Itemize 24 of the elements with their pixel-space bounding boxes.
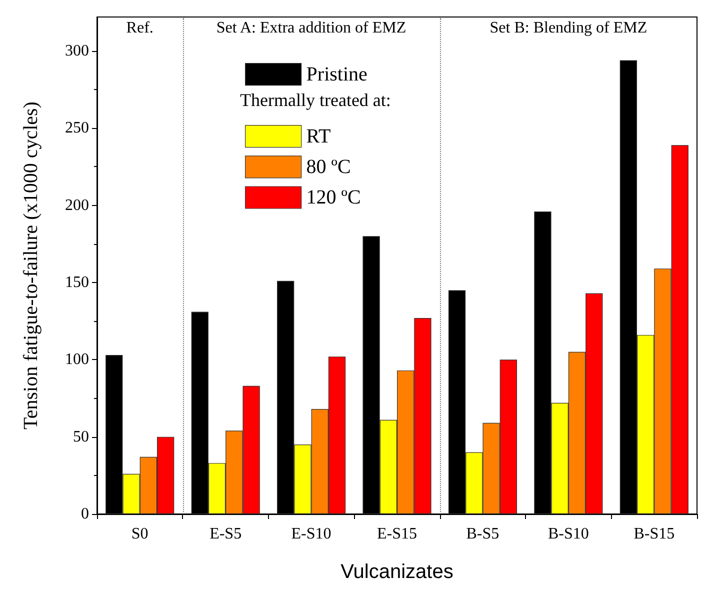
x-tick-label: E-S5 [210,526,242,542]
annotation: Set B: Blending of EMZ [490,20,648,36]
x-axis-title: Vulcanizates [340,561,454,583]
y-tick-label: 250 [65,120,89,137]
x-tick-label: B-S5 [466,526,500,542]
y-tick-label: 50 [73,428,89,446]
x-tick-label: B-S15 [634,526,675,542]
x-tick-label: B-S10 [548,526,589,542]
legend-label: 80 ºC [306,156,351,178]
legend-title: Thermally treated at: [240,90,391,110]
x-tick-label: E-S15 [377,526,417,542]
x-tick-label: S0 [131,526,148,542]
annotation: Set A: Extra addition of EMZ [216,20,406,36]
y-tick-label: 0 [81,506,89,522]
y-tick-label: 200 [65,196,89,214]
legend-label: RT [306,125,331,148]
x-tick-label: E-S10 [291,526,332,542]
y-axis-title: Tension fatigue-to-failure (x1000 cycles) [20,102,42,430]
y-tick-label: 150 [65,274,89,291]
annotation: Ref. [126,20,154,36]
legend-label: Pristine [306,63,368,86]
y-tick-label: 100 [65,351,89,368]
legend-label: 120 ºC [306,186,361,208]
y-tick-label: 300 [65,42,89,60]
